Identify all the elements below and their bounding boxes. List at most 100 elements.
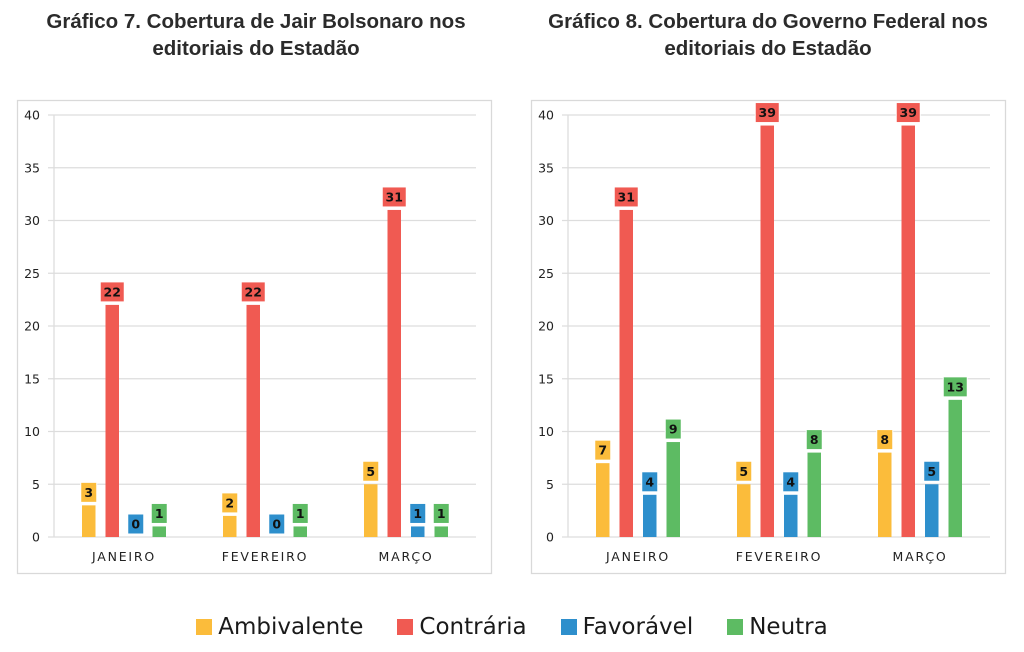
y-tick-label: 0 xyxy=(546,530,554,545)
bar-ambivalente xyxy=(364,484,378,537)
legend-swatch-contraria xyxy=(397,619,414,635)
data-label: 0 xyxy=(131,517,140,532)
legend-swatch-neutra xyxy=(727,619,744,635)
data-label: 9 xyxy=(669,422,678,437)
bar-ambivalente xyxy=(878,452,892,537)
data-label-box xyxy=(923,460,941,482)
legend-label-favoravel: Favorável xyxy=(582,614,694,640)
data-label-box xyxy=(664,418,682,440)
data-label-box xyxy=(362,460,380,482)
y-tick-label: 20 xyxy=(24,319,40,334)
data-label: 39 xyxy=(759,105,776,120)
data-label: 4 xyxy=(786,474,795,489)
chart-1-title-line1: Gráfico 7. Cobertura de Jair Bolsonaro n… xyxy=(46,10,466,33)
y-tick-label: 35 xyxy=(538,160,554,175)
data-label: 7 xyxy=(598,443,607,458)
bar-neutra xyxy=(434,526,448,537)
legend: Ambivalente Contrária Favorável Neutra xyxy=(0,614,1024,640)
chart-2-title: Gráfico 8. Cobertura do Governo Federal … xyxy=(512,8,1024,62)
y-tick-label: 20 xyxy=(538,319,554,334)
legend-item-contraria: Contrária xyxy=(397,614,527,640)
data-label: 22 xyxy=(104,284,121,299)
data-label: 1 xyxy=(296,506,305,521)
data-label: 1 xyxy=(413,506,422,521)
data-label-box xyxy=(268,513,286,535)
chart-2-title-line2: editoriais do Estadão xyxy=(664,37,872,60)
data-label-box xyxy=(805,429,823,451)
legend-label-contraria: Contrária xyxy=(419,614,527,640)
data-label: 5 xyxy=(739,464,748,479)
data-label: 3 xyxy=(84,485,93,500)
chart-2-title-line1: Gráfico 8. Cobertura do Governo Federal … xyxy=(548,10,988,33)
data-label-box xyxy=(613,186,639,208)
bar-neutra xyxy=(948,399,962,537)
chart-1-title: Gráfico 7. Cobertura de Jair Bolsonaro n… xyxy=(0,8,512,62)
bar-ambivalente xyxy=(596,463,610,537)
data-label: 8 xyxy=(810,432,819,447)
data-label-box xyxy=(895,102,921,124)
bar-ambivalente xyxy=(223,515,237,537)
data-label-box xyxy=(80,481,98,503)
data-label-box xyxy=(754,102,780,124)
bar-ambivalente xyxy=(82,505,96,537)
data-label-box xyxy=(381,186,407,208)
legend-swatch-favoravel xyxy=(560,619,577,635)
data-label: 1 xyxy=(437,506,446,521)
bar-neutra xyxy=(293,526,307,537)
bar-contraria xyxy=(619,209,633,537)
data-label: 5 xyxy=(366,464,375,479)
y-tick-label: 15 xyxy=(24,371,40,386)
bar-contraria xyxy=(246,304,260,537)
legend-item-favoravel: Favorável xyxy=(560,614,694,640)
data-label: 22 xyxy=(245,284,262,299)
legend-label-neutra: Neutra xyxy=(749,614,828,640)
data-label: 0 xyxy=(272,517,281,532)
bar-neutra xyxy=(152,526,166,537)
y-tick-label: 25 xyxy=(24,266,40,281)
bar-favoravel xyxy=(411,526,425,537)
chart-1: 0510152025303540JANEIRO32201FEVEREIRO222… xyxy=(16,99,493,575)
charts-canvas: 0510152025303540JANEIRO32201FEVEREIRO222… xyxy=(16,99,1007,575)
data-label-box xyxy=(291,502,309,524)
data-label-box xyxy=(735,460,753,482)
legend-item-ambivalente: Ambivalente xyxy=(196,614,363,640)
data-label-box xyxy=(942,376,968,398)
bar-contraria xyxy=(387,209,401,537)
x-tick-label: MARÇO xyxy=(379,549,434,564)
data-label-box xyxy=(409,502,427,524)
data-label: 2 xyxy=(225,495,234,510)
data-label: 1 xyxy=(155,506,164,521)
y-tick-label: 10 xyxy=(24,424,40,439)
x-tick-label: FEVEREIRO xyxy=(222,549,309,564)
data-label-box xyxy=(641,471,659,493)
x-tick-label: MARÇO xyxy=(893,549,948,564)
bar-contraria xyxy=(105,304,119,537)
y-tick-label: 0 xyxy=(32,530,40,545)
data-label-box xyxy=(594,439,612,461)
bar-favoravel xyxy=(925,484,939,537)
bar-neutra xyxy=(666,442,680,537)
y-tick-label: 5 xyxy=(546,477,554,492)
bar-favoravel xyxy=(643,494,657,537)
x-tick-label: JANEIRO xyxy=(605,549,670,564)
data-label-box xyxy=(150,502,168,524)
data-label-box xyxy=(127,513,145,535)
data-label-box xyxy=(876,429,894,451)
data-label-box xyxy=(99,281,125,303)
y-tick-label: 40 xyxy=(24,108,40,123)
data-label-box xyxy=(782,471,800,493)
data-label: 39 xyxy=(900,105,917,120)
x-tick-label: FEVEREIRO xyxy=(736,549,823,564)
y-tick-label: 30 xyxy=(538,213,554,228)
y-tick-label: 40 xyxy=(538,108,554,123)
x-tick-label: JANEIRO xyxy=(91,549,156,564)
data-label-box xyxy=(432,502,450,524)
data-label-box xyxy=(240,281,266,303)
chart-1-title-line2: editoriais do Estadão xyxy=(152,37,360,60)
data-label: 5 xyxy=(927,464,936,479)
data-label: 4 xyxy=(645,474,654,489)
y-tick-label: 10 xyxy=(538,424,554,439)
bar-neutra xyxy=(807,452,821,537)
y-tick-label: 35 xyxy=(24,160,40,175)
bar-favoravel xyxy=(784,494,798,537)
